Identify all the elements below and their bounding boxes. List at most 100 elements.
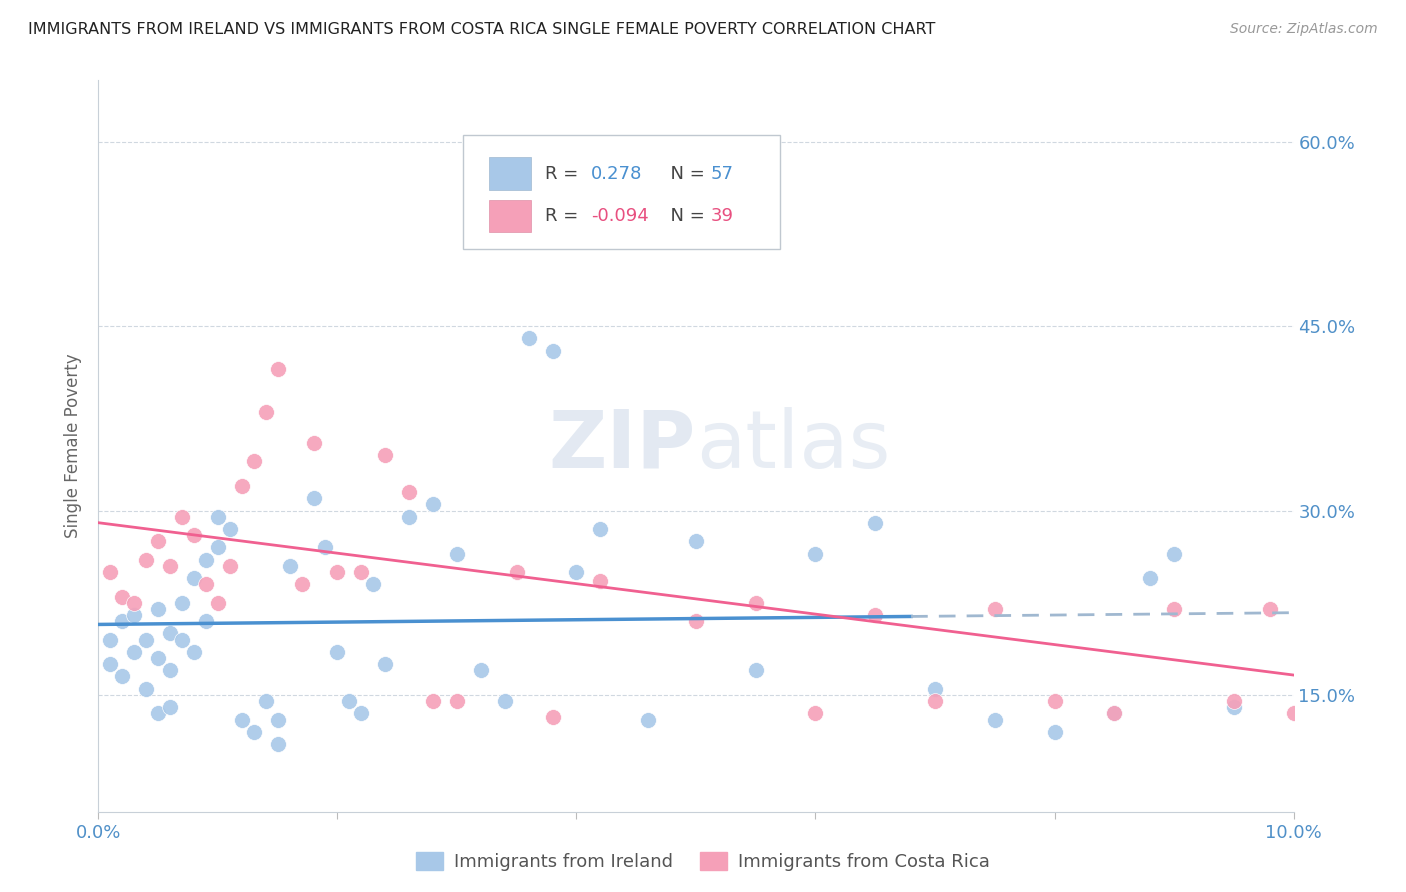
Text: 0.278: 0.278 bbox=[591, 164, 643, 183]
Point bbox=[124, 607, 146, 622]
Point bbox=[745, 664, 768, 678]
Point bbox=[219, 558, 242, 573]
Point bbox=[159, 700, 181, 714]
Point bbox=[172, 509, 194, 524]
Point bbox=[924, 681, 946, 696]
Text: N =: N = bbox=[659, 207, 710, 225]
Point bbox=[254, 694, 277, 708]
Point bbox=[339, 694, 361, 708]
Point bbox=[541, 710, 564, 724]
Legend: Immigrants from Ireland, Immigrants from Costa Rica: Immigrants from Ireland, Immigrants from… bbox=[409, 846, 997, 879]
Point bbox=[363, 577, 385, 591]
Bar bbox=[489, 200, 531, 233]
Point bbox=[804, 706, 827, 721]
Point bbox=[183, 571, 205, 585]
Point bbox=[195, 614, 218, 628]
Point bbox=[243, 454, 266, 468]
Point bbox=[159, 626, 181, 640]
Point bbox=[291, 577, 314, 591]
Text: -0.094: -0.094 bbox=[591, 207, 648, 225]
Point bbox=[865, 516, 887, 530]
Text: R =: R = bbox=[546, 164, 585, 183]
Point bbox=[183, 528, 205, 542]
Point bbox=[1223, 694, 1246, 708]
Point bbox=[98, 657, 122, 672]
Point bbox=[446, 547, 468, 561]
Point bbox=[172, 596, 194, 610]
Point bbox=[135, 552, 157, 566]
Text: atlas: atlas bbox=[696, 407, 890, 485]
Point bbox=[302, 436, 325, 450]
Point bbox=[207, 596, 229, 610]
Point bbox=[254, 405, 277, 419]
Text: 57: 57 bbox=[710, 164, 734, 183]
Point bbox=[326, 645, 349, 659]
Point bbox=[1258, 602, 1281, 616]
Point bbox=[541, 343, 564, 358]
Point bbox=[135, 632, 157, 647]
Point bbox=[172, 632, 194, 647]
Point bbox=[494, 694, 516, 708]
Point bbox=[685, 534, 707, 549]
Point bbox=[195, 577, 218, 591]
Text: IMMIGRANTS FROM IRELAND VS IMMIGRANTS FROM COSTA RICA SINGLE FEMALE POVERTY CORR: IMMIGRANTS FROM IRELAND VS IMMIGRANTS FR… bbox=[28, 22, 935, 37]
Point bbox=[374, 448, 396, 462]
Point bbox=[111, 669, 134, 683]
Point bbox=[637, 713, 659, 727]
Point bbox=[124, 645, 146, 659]
Point bbox=[1104, 706, 1126, 721]
Bar bbox=[489, 157, 531, 190]
Text: 39: 39 bbox=[710, 207, 734, 225]
Point bbox=[1282, 706, 1305, 721]
Point bbox=[207, 509, 229, 524]
Point bbox=[984, 602, 1007, 616]
Point bbox=[326, 565, 349, 579]
Point bbox=[148, 534, 170, 549]
Point bbox=[804, 547, 827, 561]
Point bbox=[446, 694, 468, 708]
Point bbox=[183, 645, 205, 659]
Point bbox=[589, 574, 612, 588]
Point bbox=[267, 737, 290, 751]
Point bbox=[589, 522, 612, 536]
Point bbox=[924, 694, 946, 708]
Text: R =: R = bbox=[546, 207, 585, 225]
Point bbox=[207, 541, 229, 555]
Point bbox=[565, 565, 588, 579]
Point bbox=[745, 596, 768, 610]
Point bbox=[148, 651, 170, 665]
Point bbox=[315, 541, 337, 555]
Point bbox=[709, 233, 731, 247]
Point bbox=[267, 713, 290, 727]
Point bbox=[231, 713, 253, 727]
Point bbox=[111, 614, 134, 628]
Point bbox=[159, 558, 181, 573]
Point bbox=[984, 713, 1007, 727]
Point bbox=[1043, 724, 1066, 739]
Point bbox=[517, 331, 540, 345]
Point bbox=[159, 664, 181, 678]
Point bbox=[865, 607, 887, 622]
Text: ZIP: ZIP bbox=[548, 407, 696, 485]
Point bbox=[374, 657, 396, 672]
Point bbox=[231, 479, 253, 493]
Point bbox=[98, 565, 122, 579]
Point bbox=[685, 614, 707, 628]
Point bbox=[278, 558, 301, 573]
Point bbox=[1163, 547, 1185, 561]
Point bbox=[350, 565, 373, 579]
Text: Source: ZipAtlas.com: Source: ZipAtlas.com bbox=[1230, 22, 1378, 37]
Point bbox=[1223, 700, 1246, 714]
Point bbox=[195, 552, 218, 566]
Point bbox=[1043, 694, 1066, 708]
Point bbox=[111, 590, 134, 604]
Point bbox=[98, 632, 122, 647]
Point bbox=[267, 362, 290, 376]
Point bbox=[350, 706, 373, 721]
Point bbox=[422, 694, 444, 708]
Point bbox=[124, 596, 146, 610]
FancyBboxPatch shape bbox=[463, 135, 780, 249]
Point bbox=[148, 706, 170, 721]
Text: N =: N = bbox=[659, 164, 710, 183]
Point bbox=[219, 522, 242, 536]
